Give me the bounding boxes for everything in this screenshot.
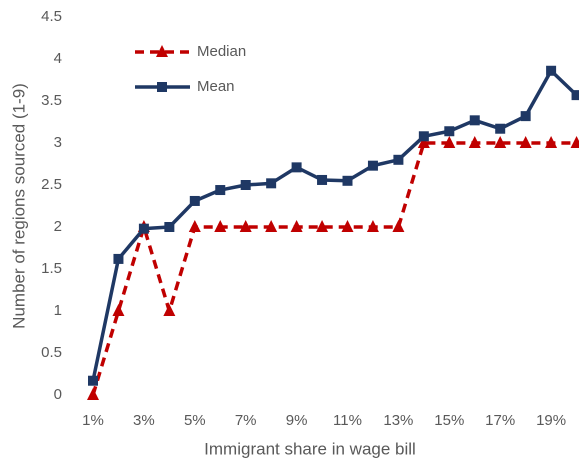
marker — [545, 136, 558, 148]
marker — [163, 304, 176, 316]
y-axis-title: Number of regions sourced (1-9) — [9, 83, 28, 329]
y-tick-label: 1.5 — [41, 260, 62, 277]
marker — [291, 162, 302, 173]
marker — [571, 90, 579, 101]
y-tick-label: 4 — [54, 50, 62, 67]
marker — [156, 45, 168, 57]
marker — [157, 82, 167, 92]
marker — [468, 136, 481, 148]
y-tick-label: 2 — [54, 218, 62, 235]
x-tick-label: 5% — [184, 412, 206, 429]
x-tick-label: 7% — [235, 412, 257, 429]
marker — [138, 223, 149, 234]
x-tick-label: 9% — [286, 412, 308, 429]
y-tick-label: 1 — [54, 302, 62, 319]
marker — [215, 185, 226, 196]
marker — [290, 220, 303, 232]
marker — [546, 65, 557, 76]
marker — [469, 115, 480, 126]
marker — [367, 160, 378, 171]
marker — [87, 388, 99, 400]
legend-label: Median — [197, 43, 246, 60]
marker — [239, 220, 252, 232]
marker — [342, 175, 353, 186]
marker — [112, 304, 125, 316]
marker — [164, 222, 175, 232]
marker — [366, 220, 379, 232]
x-tick-label: 15% — [434, 412, 464, 429]
y-tick-label: 0 — [54, 386, 62, 403]
x-tick-label: 13% — [383, 412, 413, 429]
marker — [393, 154, 404, 165]
x-tick-label: 11% — [333, 412, 362, 429]
x-tick-label: 19% — [536, 412, 566, 429]
marker — [519, 136, 532, 148]
marker — [266, 178, 277, 189]
marker — [214, 220, 227, 232]
y-tick-label: 2.5 — [41, 176, 62, 193]
marker — [570, 136, 579, 148]
marker — [317, 174, 328, 185]
marker — [520, 111, 531, 122]
y-tick-label: 4.5 — [41, 8, 62, 25]
x-tick-label: 3% — [133, 412, 155, 429]
marker — [265, 220, 278, 232]
marker — [113, 253, 124, 264]
marker — [88, 375, 98, 386]
marker — [392, 220, 405, 232]
marker — [417, 136, 430, 148]
x-axis-title: Immigrant share in wage bill — [204, 439, 416, 458]
marker — [189, 195, 200, 206]
y-tick-label: 3.5 — [41, 92, 62, 109]
marker — [188, 220, 201, 232]
marker — [240, 180, 251, 190]
x-tick-label: 1% — [82, 412, 104, 429]
y-tick-label: 0.5 — [41, 344, 62, 361]
x-tick-label: 17% — [485, 412, 515, 429]
marker — [494, 136, 507, 148]
marker — [444, 126, 455, 137]
marker — [316, 220, 329, 232]
marker — [443, 136, 456, 148]
y-tick-label: 3 — [54, 134, 62, 151]
legend-label: Mean — [197, 78, 235, 95]
marker — [341, 220, 354, 232]
marker — [495, 123, 506, 134]
marker — [418, 131, 429, 142]
series-line — [91, 141, 577, 396]
